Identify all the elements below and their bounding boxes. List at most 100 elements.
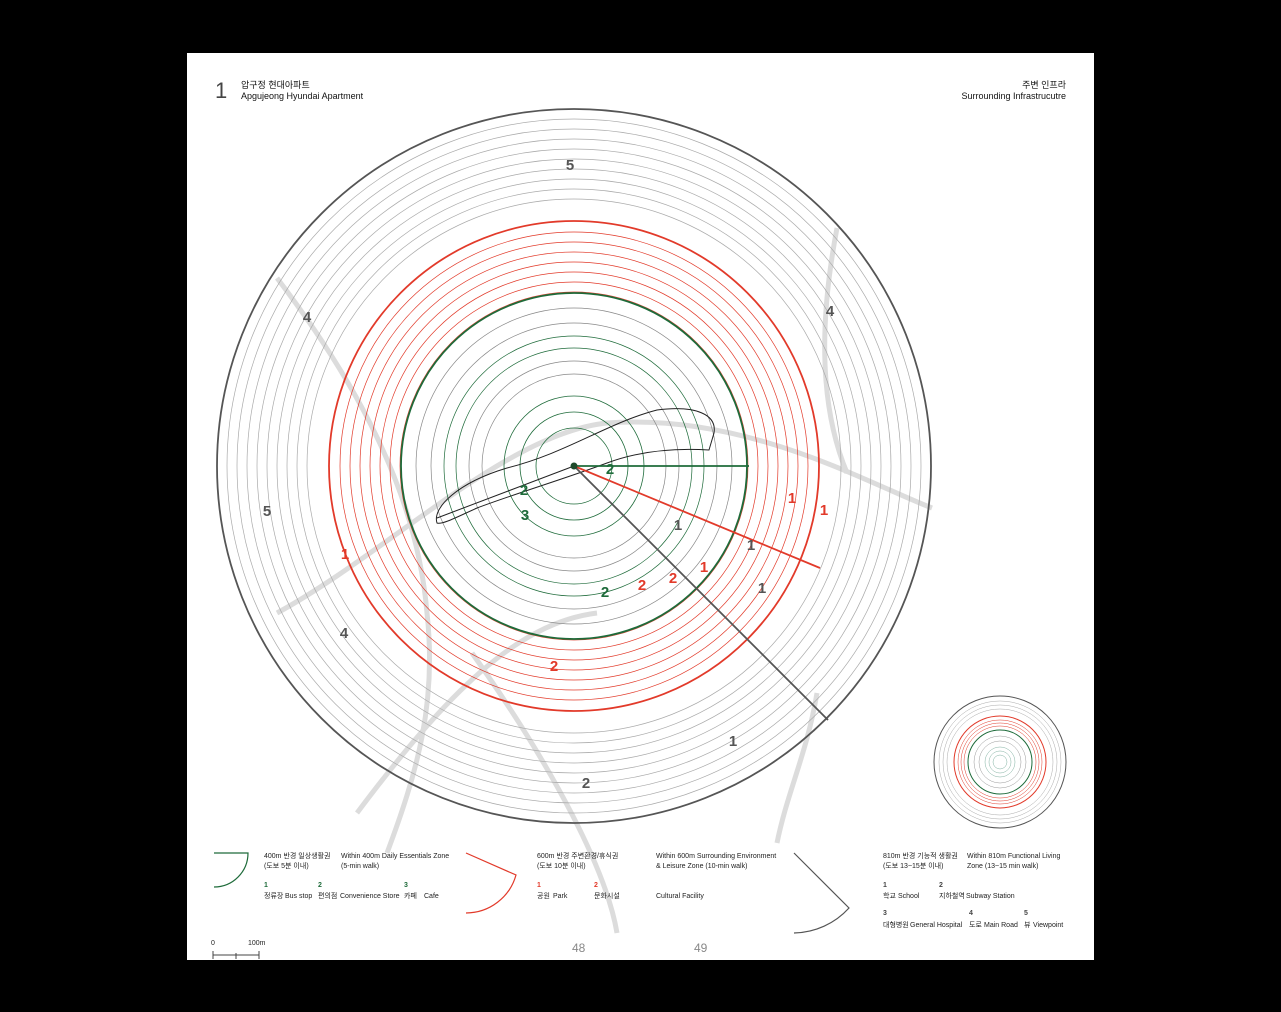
legend-item-en: School [898,893,920,900]
legend-item-kr: 문화시설 [594,893,620,900]
scale-zero: 0 [211,940,215,947]
page-spread: 1 압구정 현대아파트 Apgujeong Hyundai Apartment … [187,53,1094,960]
radius-line-600 [573,465,821,569]
mini-ring [973,735,1027,789]
legend-600-en-sub: & Leisure Zone (10-min walk) [656,863,748,870]
legend-icon-600 [465,852,517,914]
road-line [355,610,598,815]
poi-label: 1 [747,537,755,554]
poi-label: 2 [638,577,646,594]
poi-label: 5 [566,157,574,174]
poi-labels: 5 4 4 5 1 4 2 1 2 2 2 3 1 1 1 1 1 2 2 2 1 [263,157,835,792]
poi-label: 1 [700,559,708,576]
mini-red-boundary [953,715,1047,809]
legend-810-en-sub: Zone (13~15 min walk) [967,863,1039,870]
legend-600-en: Within 600m Surrounding Environment [656,853,777,860]
legend-810-kr: 810m 반경 기능적 생활권 [883,853,958,860]
legend-item-en: Cultural Facility [656,893,704,900]
legend-item-kr: 도로 [969,922,982,929]
mini-core-ring [984,746,1016,778]
legend-item-kr: 대형병원 [883,922,909,929]
legend-item-number: 2 [939,882,943,889]
mini-ring [978,740,1022,784]
scale-label: 100m [248,940,266,947]
mini-red-ring [963,725,1037,799]
mini-radius-diagram [933,695,1067,829]
red-ring [389,281,759,651]
poi-label: 1 [758,580,766,597]
legend-item-kr: 지하철역 [939,893,965,900]
ring-600-boundary [328,220,820,712]
red-ring [339,231,809,701]
outer-ring [266,158,882,774]
mini-outer-ring [933,695,1067,829]
page-index: 1 [215,78,228,103]
legend-item-en: Cafe [424,893,439,900]
red-ring [359,251,789,681]
legend-item-en: General Hospital [910,922,963,929]
mini-green-boundary [967,729,1033,795]
legend-item-kr: 카페 [404,893,417,900]
poi-label: 2 [550,658,558,675]
poi-label: 2 [669,570,677,587]
poi-label: 3 [521,507,529,524]
legend-item-kr: 공원 [537,893,550,900]
poi-label: 4 [303,309,312,326]
radius-line-810 [573,465,829,721]
mini-ring [946,708,1054,816]
mini-ring [938,700,1062,824]
poi-label: 2 [582,775,590,792]
poi-label: 4 [826,303,835,320]
outer-ring [306,198,842,734]
legend-810-en: Within 810m Functional Living [967,853,1061,860]
legend-400-en-sub: (5-min walk) [341,863,380,870]
poi-label: 1 [341,546,349,563]
legend-item-en: Convenience Store [340,893,400,900]
legend-item-en: Park [553,893,568,900]
poi-label: 1 [788,490,796,507]
outer-ring [276,168,872,764]
center-point [570,462,578,470]
page-number-left: 48 [572,941,586,955]
legend-item-kr: 학교 [883,893,896,900]
legend-600-kr: 600m 반경 주변환경/휴식권 [537,853,619,860]
title-en: Apgujeong Hyundai Apartment [241,91,364,101]
legend-item-en: Main Road [984,922,1018,929]
main-road-lines [275,227,933,934]
poi-label: 1 [674,517,682,534]
legend-icon-400 [213,852,249,888]
legend-400-kr-sub: (도보 5분 이내) [264,863,309,870]
red-ring [379,271,769,661]
road-line [275,276,433,854]
scale-bar [212,951,260,959]
legend-item-number: 5 [1024,910,1028,917]
page-number-right: 49 [694,941,708,955]
legend-item-kr: 편의점 [318,893,338,900]
outer-ring [236,128,912,804]
legend-item-number: 3 [404,882,408,889]
road-line [822,227,850,474]
legend-item-number: 1 [537,882,541,889]
mini-ring [942,704,1058,820]
mini-red-ring [957,719,1043,805]
legend-400-kr: 400m 반경 일상생활권 [264,853,331,860]
outer-ring [286,178,862,754]
apartment-outline [435,408,715,524]
legend-item-kr: 뷰 [1024,922,1031,929]
section-en: Surrounding Infrastrucutre [961,91,1066,101]
legend-item-number: 2 [318,882,322,889]
radius-line-extra [436,465,575,519]
poi-label: 4 [340,625,349,642]
mini-core-ring [992,754,1008,770]
red-ring [369,261,779,671]
legend-item-en: Subway Station [966,893,1015,900]
legend-400-en: Within 400m Daily Essentials Zone [341,853,450,860]
outer-ring [246,138,902,794]
road-line [469,651,620,934]
radius-diagram: 5 4 4 5 1 4 2 1 2 2 2 3 1 1 1 1 1 2 2 2 1 [212,108,1067,959]
poi-label: 1 [820,502,828,519]
section-kr: 주변 인프라 [1022,80,1066,90]
legend-item-number: 2 [594,882,598,889]
legend-item-number: 3 [883,910,887,917]
outer-ring [296,188,852,744]
